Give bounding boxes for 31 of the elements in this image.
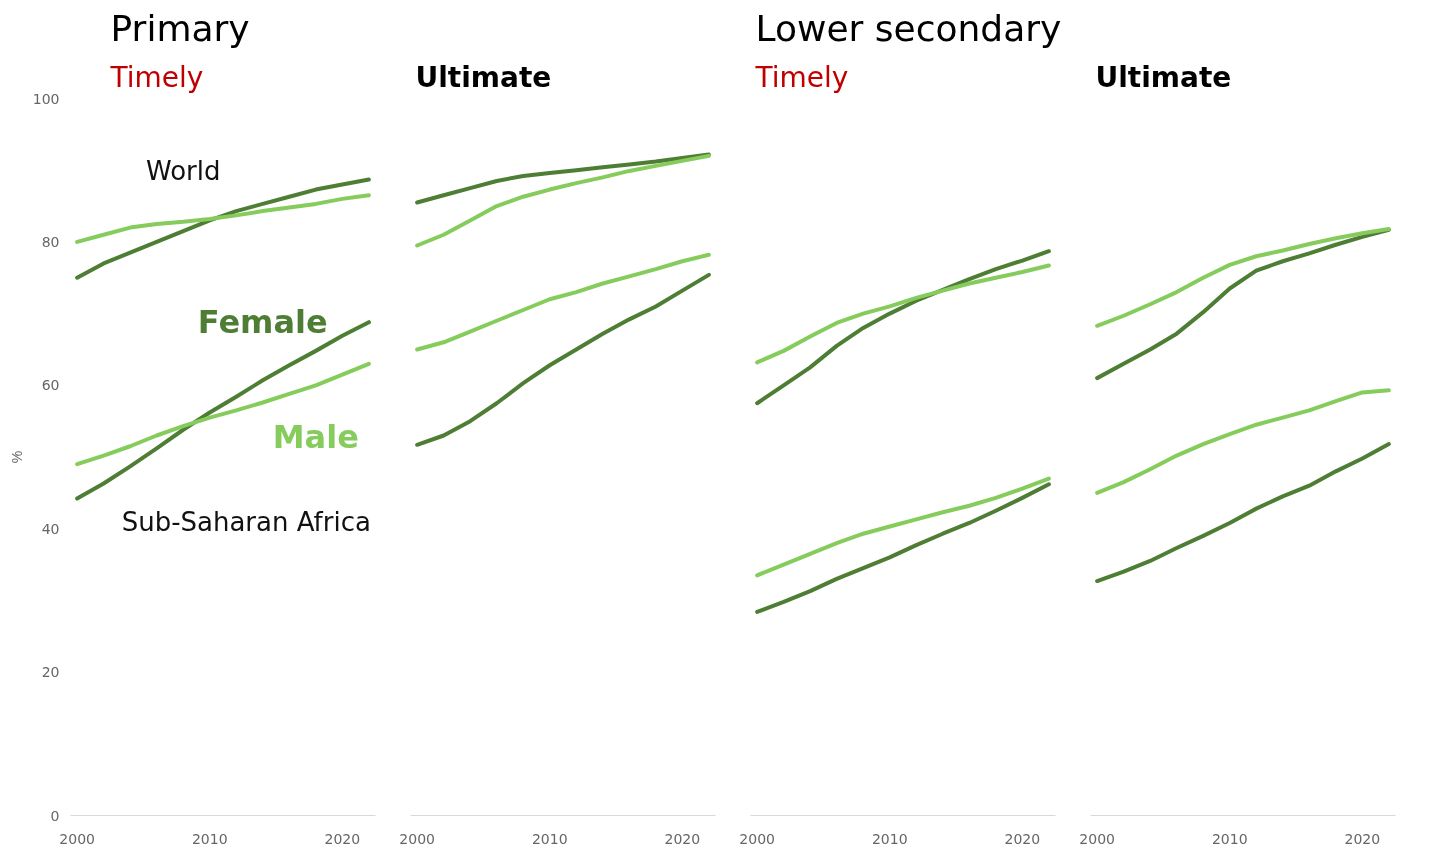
x-tick-label: 2020 [664,830,701,847]
series-label: Female [197,303,328,342]
series-label: Male [272,418,359,457]
annotation: Sub-Saharan Africa [121,507,371,538]
x-tick-label: 2020 [1344,830,1381,847]
x-tick-label: 2020 [324,830,361,847]
chart-subtitle: Ultimate [415,60,552,94]
chart-subtitle: Ultimate [1095,60,1232,94]
y-tick-label: 60 [41,377,60,394]
x-tick-label: 2010 [191,830,228,847]
x-tick-label: 2020 [1004,830,1041,847]
y-tick-label: 80 [41,233,60,250]
y-tick-label: 0 [50,807,60,824]
chart-title: Primary [110,7,250,49]
annotation: World [145,156,221,187]
chart-subtitle: Timely [109,60,204,94]
y-axis-title: % [8,450,25,464]
x-tick-label: 2000 [739,830,775,847]
y-tick-label: 20 [41,664,60,681]
x-tick-label: 2010 [531,830,568,847]
line-series [75,193,371,244]
chart-subtitle: Timely [754,60,849,94]
x-tick-label: 2000 [1079,830,1115,847]
x-tick-label: 2000 [59,830,95,847]
x-tick-label: 2000 [399,830,435,847]
y-tick-label: 100 [32,90,60,107]
y-tick-label: 40 [41,520,60,537]
chart-title: Lower secondary [755,7,1062,49]
line-series [75,361,371,467]
x-tick-label: 2010 [871,830,908,847]
x-tick-label: 2010 [1211,830,1248,847]
